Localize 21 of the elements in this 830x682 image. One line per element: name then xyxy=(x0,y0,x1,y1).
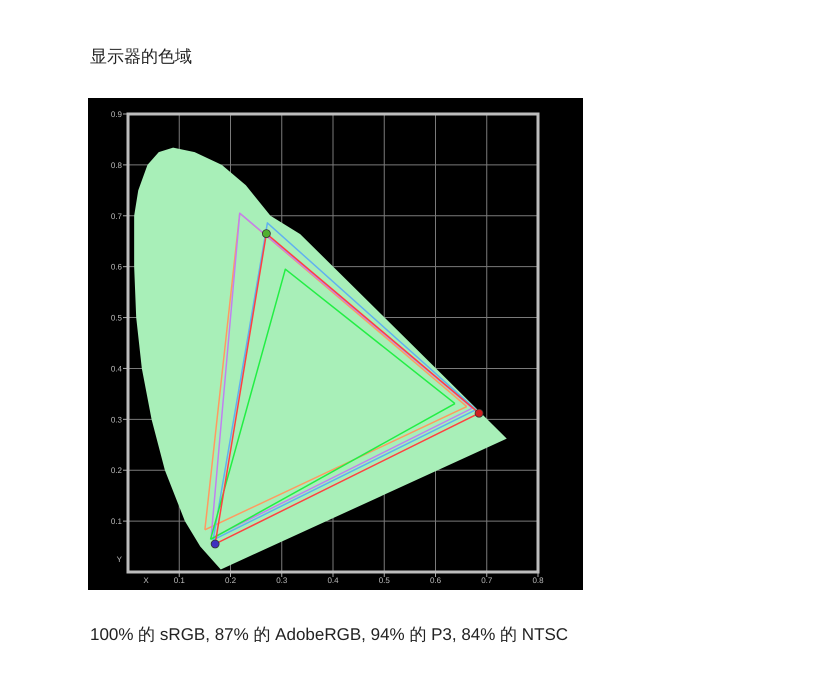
x-tick-label: 0.2 xyxy=(224,576,237,585)
chart-title: 显示器的色域 xyxy=(90,47,192,66)
x-tick-label: 0.1 xyxy=(174,576,186,585)
y-tick-label: 0.1 xyxy=(110,517,123,526)
y-tick-label: 0.9 xyxy=(110,110,123,119)
y-tick-label: 0.5 xyxy=(110,314,123,323)
y-tick-label: 0.2 xyxy=(110,466,123,476)
x-tick-label: 0.4 xyxy=(327,576,340,585)
x-tick-label: 0.8 xyxy=(532,576,544,585)
y-tick-label: 0.4 xyxy=(110,364,123,374)
y-tick-label: 0.3 xyxy=(110,415,123,424)
y-tick-label: 0.8 xyxy=(110,160,123,170)
x-tick-label: 0.6 xyxy=(430,576,442,585)
text: 100% 的 sRGB, 87% 的 AdobeRGB, 94% 的 P3, 84% 的 NTSC xyxy=(90,625,568,644)
y-tick-label: 0.6 xyxy=(110,262,123,272)
x-tick-label: 0.5 xyxy=(378,576,390,585)
y-axis-title: Y xyxy=(116,555,123,564)
x-axis-title: X xyxy=(143,576,150,585)
x-tick-label: 0.7 xyxy=(481,576,493,585)
y-tick-label: 0.7 xyxy=(110,212,123,221)
x-tick-label: 0.3 xyxy=(276,576,288,585)
